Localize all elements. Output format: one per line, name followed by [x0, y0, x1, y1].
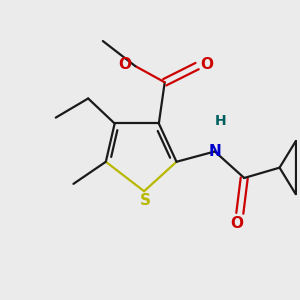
Text: H: H: [215, 114, 226, 128]
Text: O: O: [230, 216, 243, 231]
Text: N: N: [208, 144, 221, 159]
Text: O: O: [201, 57, 214, 72]
Text: S: S: [140, 193, 151, 208]
Text: O: O: [118, 57, 131, 72]
